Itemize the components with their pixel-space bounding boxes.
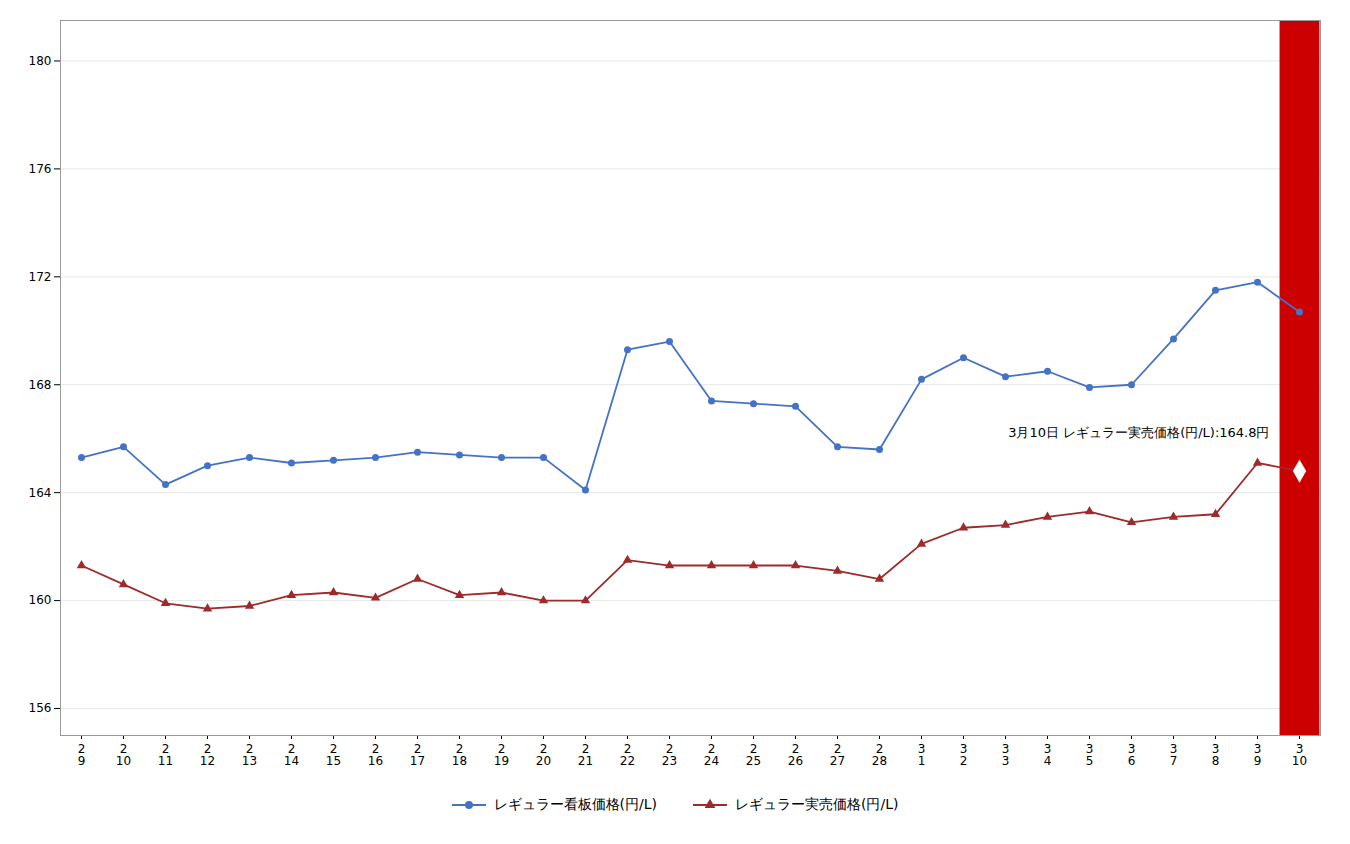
svg-text:217: 217 <box>410 742 425 768</box>
svg-text:226: 226 <box>788 742 803 768</box>
svg-text:310: 310 <box>1292 742 1307 768</box>
svg-text:180: 180 <box>29 54 52 68</box>
svg-text:227: 227 <box>830 742 845 768</box>
svg-text:36: 36 <box>1128 742 1136 768</box>
svg-text:219: 219 <box>494 742 509 768</box>
svg-text:33: 33 <box>1002 742 1010 768</box>
svg-text:3月10日 レギュラー実売価格(円/L):164.8円: 3月10日 レギュラー実売価格(円/L):164.8円 <box>1008 425 1269 440</box>
svg-text:37: 37 <box>1170 742 1178 768</box>
svg-text:34: 34 <box>1044 742 1052 768</box>
svg-text:220: 220 <box>536 742 551 768</box>
svg-text:39: 39 <box>1254 742 1262 768</box>
svg-text:216: 216 <box>368 742 383 768</box>
svg-text:212: 212 <box>200 742 215 768</box>
svg-text:218: 218 <box>452 742 467 768</box>
svg-text:211: 211 <box>158 742 173 768</box>
html-text:レギュラー看板価格(円/L): レギュラー看板価格(円/L) <box>493 796 657 812</box>
svg-text:29: 29 <box>78 742 86 768</box>
html-text:レギュラー実売価格(円/L): レギュラー実売価格(円/L) <box>735 796 899 812</box>
svg-text:221: 221 <box>578 742 593 768</box>
svg-text:225: 225 <box>746 742 761 768</box>
svg-text:222: 222 <box>620 742 635 768</box>
svg-text:38: 38 <box>1212 742 1220 768</box>
svg-text:160: 160 <box>29 593 52 607</box>
svg-text:176: 176 <box>29 162 52 176</box>
svg-text:213: 213 <box>242 742 257 768</box>
svg-text:156: 156 <box>29 701 52 715</box>
svg-text:164: 164 <box>29 486 52 500</box>
svg-text:168: 168 <box>29 378 52 392</box>
svg-text:210: 210 <box>116 742 131 768</box>
svg-text:31: 31 <box>918 742 926 768</box>
svg-text:215: 215 <box>326 742 341 768</box>
svg-text:172: 172 <box>29 270 52 284</box>
svg-text:32: 32 <box>960 742 968 768</box>
svg-text:214: 214 <box>284 742 299 768</box>
svg-text:224: 224 <box>704 742 719 768</box>
svg-text:228: 228 <box>872 742 887 768</box>
svg-text:223: 223 <box>662 742 677 768</box>
svg-text:35: 35 <box>1086 742 1094 768</box>
